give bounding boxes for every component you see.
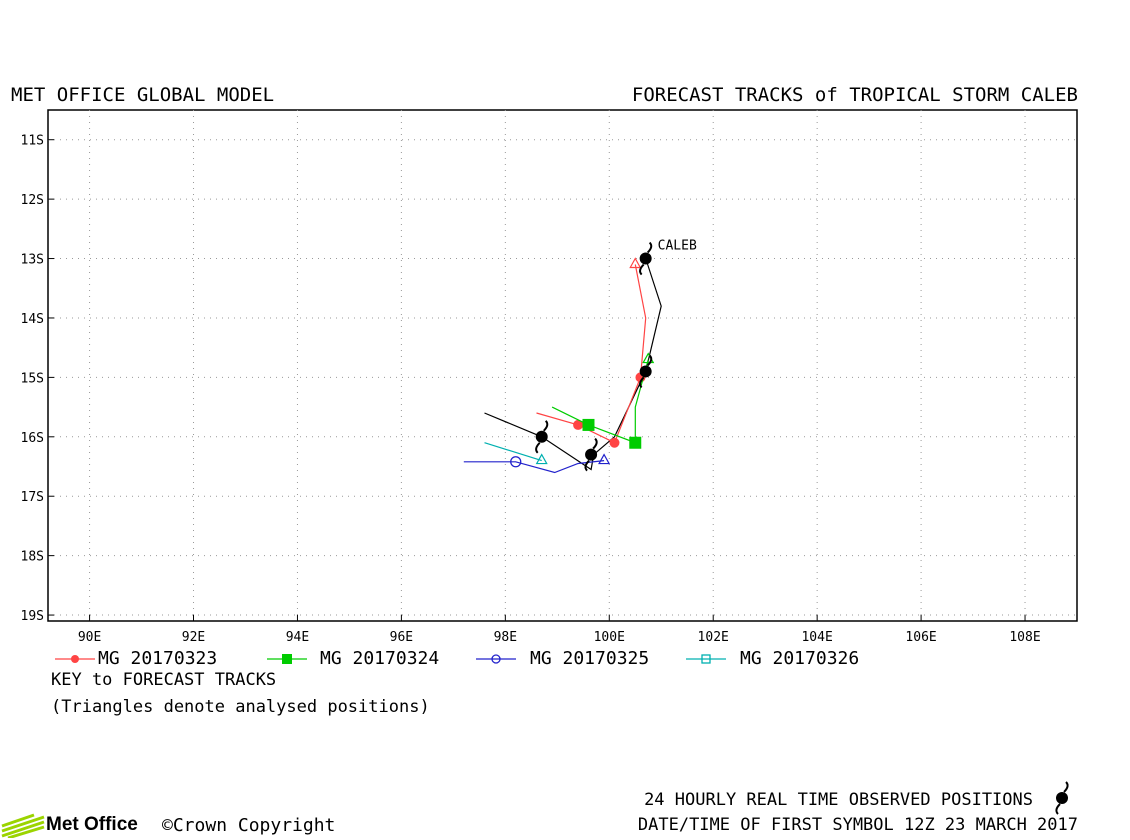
forecast-track-marker bbox=[510, 456, 522, 468]
legend-item-mg20170325: MG 20170325 bbox=[530, 648, 649, 669]
lon-tick-label: 106E bbox=[905, 630, 936, 645]
legend-marker bbox=[491, 654, 501, 664]
lat-tick-label: 12S bbox=[21, 193, 44, 208]
forecast-track-marker bbox=[582, 418, 595, 431]
forecast-track-marker bbox=[609, 437, 620, 448]
lat-tick-label: 11S bbox=[21, 134, 44, 149]
storm-symbol-icon bbox=[639, 354, 653, 389]
lon-tick-label: 96E bbox=[390, 630, 413, 645]
storm-core bbox=[585, 448, 598, 461]
storm-symbol-icon bbox=[584, 437, 598, 472]
first-symbol-date: DATE/TIME OF FIRST SYMBOL 12Z 23 MARCH 2… bbox=[637, 815, 1078, 835]
forecast-track-line bbox=[536, 264, 647, 444]
legend-item-mg20170326: MG 20170326 bbox=[740, 648, 859, 669]
lat-tick-label: 18S bbox=[21, 550, 44, 565]
analysed-position-triangle bbox=[535, 453, 548, 465]
lon-tick-label: 90E bbox=[78, 630, 101, 645]
analysed-position-triangle bbox=[629, 257, 642, 269]
storm-arm bbox=[639, 376, 645, 389]
forecast-track-marker bbox=[629, 436, 642, 449]
legend-label: MG 20170324 bbox=[320, 648, 440, 669]
key-title: KEY to FORECAST TRACKS bbox=[51, 670, 277, 690]
lon-tick-label: 104E bbox=[801, 630, 832, 645]
storm-arm bbox=[639, 263, 645, 276]
legend-marker bbox=[71, 655, 79, 663]
copyright-text: Crown Copyright bbox=[172, 815, 336, 836]
storm-name-label: CALEB bbox=[658, 239, 697, 254]
lon-tick-label: 100E bbox=[594, 630, 625, 645]
storm-symbol-icon bbox=[535, 420, 549, 454]
legend-item-mg20170324: MG 20170324 bbox=[320, 648, 439, 669]
storm-arm bbox=[542, 420, 549, 432]
storm-symbol-icon bbox=[639, 241, 653, 276]
key-note: (Triangles denote analysed positions) bbox=[51, 697, 430, 717]
storm-arm bbox=[1055, 803, 1061, 815]
storm-core bbox=[639, 252, 652, 265]
storm-arm bbox=[592, 437, 598, 450]
met-office-logo-text: Met Office bbox=[46, 814, 138, 836]
header-chart-title: FORECAST TRACKS of TROPICAL STORM CALEB bbox=[631, 84, 1078, 106]
header-model-name: MET OFFICE GLOBAL MODEL bbox=[11, 84, 275, 106]
lon-tick-label: 92E bbox=[182, 630, 205, 645]
legend-label: MG 20170326 bbox=[740, 648, 860, 669]
lat-tick-label: 14S bbox=[21, 312, 44, 327]
met-office-logo: Met Office bbox=[0, 812, 138, 840]
copyright-notice: ©Crown Copyright bbox=[162, 815, 335, 836]
analysed-position-triangle bbox=[598, 453, 611, 465]
forecast-track-line bbox=[551, 359, 649, 444]
storm-core bbox=[1056, 792, 1068, 804]
lat-tick-label: 13S bbox=[21, 253, 44, 268]
lat-tick-label: 16S bbox=[21, 431, 44, 446]
legend-label: MG 20170323 bbox=[98, 648, 218, 669]
observed-positions-note: 24 HOURLY REAL TIME OBSERVED POSITIONS bbox=[644, 790, 1033, 810]
lat-tick-label: 19S bbox=[21, 609, 44, 624]
storm-arm bbox=[1063, 781, 1069, 793]
map-frame bbox=[47, 109, 1078, 622]
legend-item-mg20170323: MG 20170323 bbox=[98, 648, 217, 669]
met-office-logo-icon bbox=[1, 813, 45, 840]
forecast-track-line bbox=[484, 442, 542, 462]
forecast-track-marker bbox=[573, 419, 584, 430]
lon-tick-label: 94E bbox=[286, 630, 309, 645]
lon-tick-label: 108E bbox=[1009, 630, 1040, 645]
observed-track-line bbox=[484, 258, 662, 471]
lat-tick-label: 17S bbox=[21, 490, 44, 505]
storm-arm bbox=[584, 459, 590, 472]
lat-tick-label: 15S bbox=[21, 371, 44, 386]
legend-marker bbox=[282, 654, 292, 664]
forecast-track-line bbox=[463, 460, 605, 474]
storm-core bbox=[535, 430, 548, 443]
storm-arm bbox=[646, 354, 653, 367]
storm-core bbox=[639, 365, 652, 378]
legend-label: MG 20170325 bbox=[530, 648, 650, 669]
lon-tick-label: 102E bbox=[698, 630, 729, 645]
storm-arm bbox=[535, 442, 541, 454]
lon-tick-label: 98E bbox=[494, 630, 517, 645]
legend-marker bbox=[701, 654, 711, 664]
storm-arm bbox=[646, 241, 653, 254]
storm-symbol-icon bbox=[1055, 781, 1069, 815]
copyright-symbol: © bbox=[162, 815, 173, 836]
